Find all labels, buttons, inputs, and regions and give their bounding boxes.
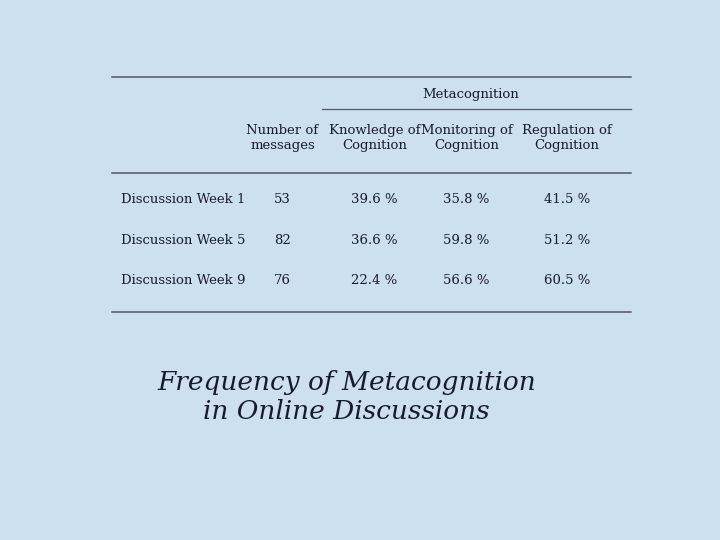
Text: 53: 53	[274, 193, 291, 206]
Text: Discussion Week 9: Discussion Week 9	[121, 274, 246, 287]
Text: 60.5 %: 60.5 %	[544, 274, 590, 287]
Text: Discussion Week 5: Discussion Week 5	[121, 234, 245, 247]
Text: 56.6 %: 56.6 %	[444, 274, 490, 287]
Text: 41.5 %: 41.5 %	[544, 193, 590, 206]
Text: Frequency of Metacognition
in Online Discussions: Frequency of Metacognition in Online Dis…	[157, 370, 536, 424]
Text: 51.2 %: 51.2 %	[544, 234, 590, 247]
Text: 22.4 %: 22.4 %	[351, 274, 397, 287]
Text: Metacognition: Metacognition	[423, 88, 519, 101]
Text: Regulation of
Cognition: Regulation of Cognition	[522, 124, 612, 152]
Text: 36.6 %: 36.6 %	[351, 234, 398, 247]
Text: 59.8 %: 59.8 %	[444, 234, 490, 247]
Text: 76: 76	[274, 274, 291, 287]
Text: 82: 82	[274, 234, 291, 247]
Text: Discussion Week 1: Discussion Week 1	[121, 193, 245, 206]
Text: 35.8 %: 35.8 %	[444, 193, 490, 206]
Text: 39.6 %: 39.6 %	[351, 193, 398, 206]
Text: Knowledge of
Cognition: Knowledge of Cognition	[329, 124, 420, 152]
Text: Monitoring of
Cognition: Monitoring of Cognition	[420, 124, 513, 152]
Text: Number of
messages: Number of messages	[246, 124, 318, 152]
